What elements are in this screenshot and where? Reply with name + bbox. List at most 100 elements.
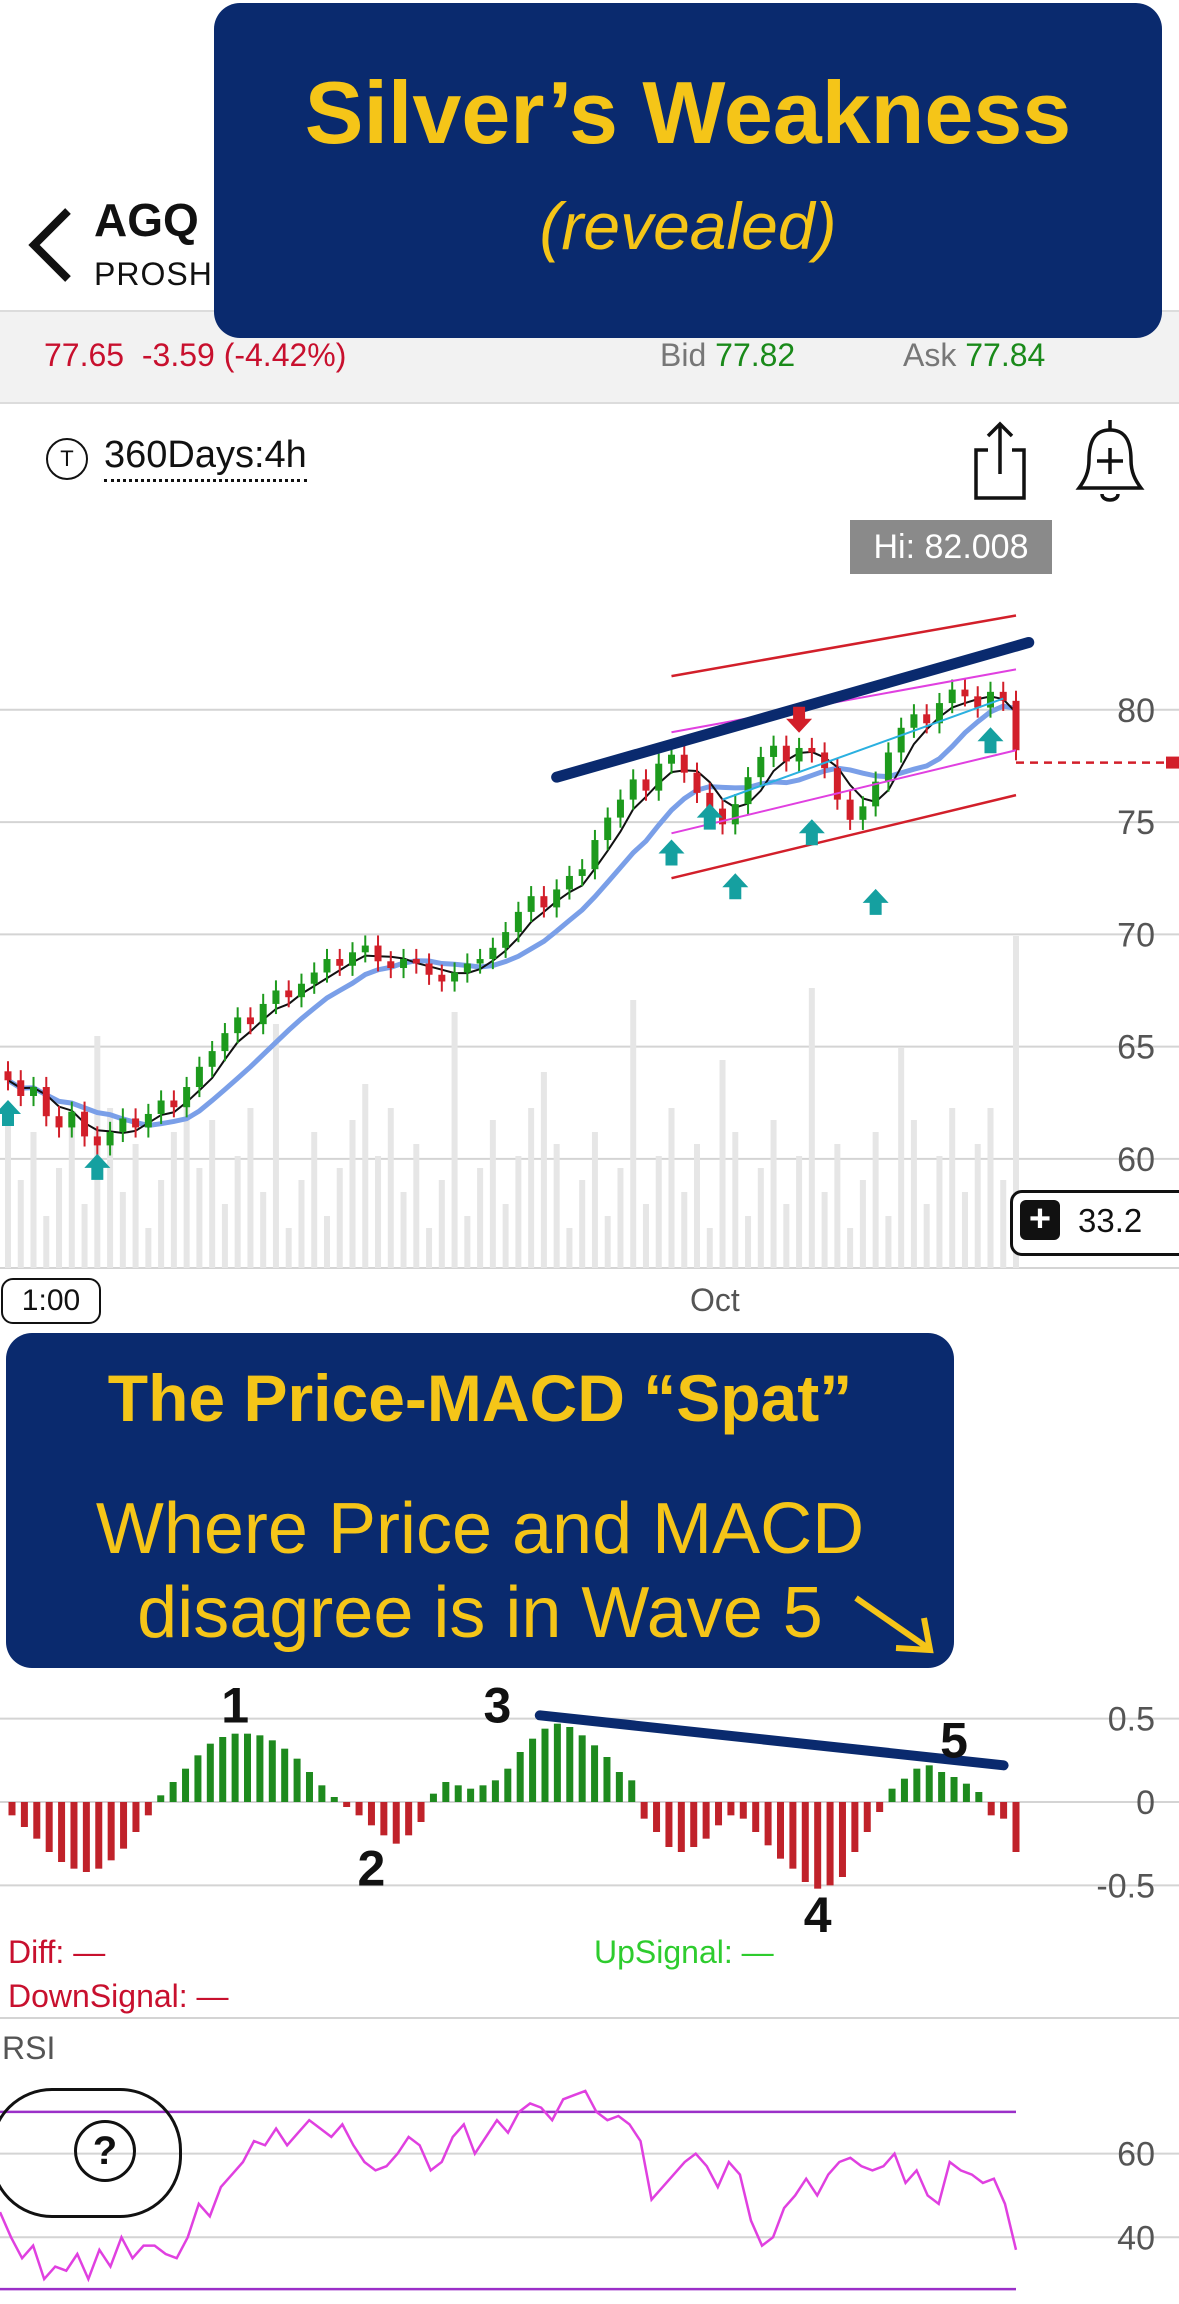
- candle-body: [795, 747, 803, 762]
- candle-body: [297, 983, 305, 998]
- volume-bar: [413, 1144, 420, 1268]
- chevron-left-icon[interactable]: [22, 205, 82, 285]
- volume-bar: [132, 1144, 139, 1268]
- volume-bar: [196, 1168, 203, 1268]
- volume-bar: [438, 1180, 445, 1268]
- current-price-marker: [1166, 756, 1179, 769]
- volume-bar: [655, 1156, 662, 1268]
- macd-bar: [776, 1802, 784, 1859]
- macd-bar: [764, 1802, 772, 1846]
- volume-bar: [987, 1108, 994, 1268]
- volume-bar: [591, 1132, 598, 1268]
- candle-body: [246, 1017, 254, 1025]
- macd-bar: [355, 1802, 363, 1816]
- spat-text-line1: Where Price and MACD: [95, 1489, 865, 1569]
- candle-body: [514, 911, 522, 933]
- channel-upper-line: [671, 614, 1017, 678]
- volume-bar: [298, 1180, 305, 1268]
- rsi-tick-label: 60: [1117, 2136, 1155, 2174]
- price-tick-label: 60: [1117, 1141, 1155, 1179]
- candle-body: [833, 768, 841, 800]
- candle-body: [451, 972, 459, 982]
- macd-bar: [838, 1802, 846, 1877]
- candle-body: [4, 1071, 12, 1081]
- macd-bar: [913, 1768, 921, 1802]
- volume-bar: [910, 1120, 917, 1268]
- time-pill[interactable]: 1:00: [1, 1278, 101, 1324]
- macd-bar: [987, 1802, 995, 1816]
- macd-bar: [8, 1802, 16, 1816]
- macd-bar: [20, 1802, 28, 1827]
- candle-body: [221, 1033, 229, 1052]
- wave-label: 3: [483, 1678, 511, 1734]
- macd-bar: [169, 1782, 177, 1802]
- spat-title: The Price-MACD “Spat”: [107, 1361, 853, 1435]
- macd-bar: [950, 1777, 958, 1802]
- candle-body: [170, 1100, 178, 1108]
- macd-bar: [566, 1727, 574, 1802]
- macd-bar: [231, 1733, 239, 1802]
- candle-body: [782, 745, 790, 762]
- volume-bar: [604, 1216, 611, 1268]
- candle-body: [897, 727, 905, 753]
- company-name: PROSH: [94, 256, 213, 292]
- volume-bar: [221, 1204, 228, 1268]
- rsi-label: RSI: [2, 2030, 56, 2066]
- candle-body: [999, 691, 1007, 701]
- ask-quote: Ask 77.84: [903, 337, 1045, 374]
- mid-lower-line: [671, 749, 1017, 835]
- period-type-icon[interactable]: T: [46, 438, 88, 480]
- macd-bar: [293, 1758, 301, 1802]
- bell-plus-icon[interactable]: [1075, 416, 1145, 506]
- macd-bar: [504, 1768, 512, 1802]
- macd-bar: [144, 1802, 152, 1816]
- sell-signal-arrow: [786, 706, 813, 733]
- volume-bar: [5, 1108, 11, 1268]
- volume-bar: [630, 1000, 637, 1268]
- macd-bar: [244, 1733, 252, 1802]
- candle-body: [157, 1100, 165, 1114]
- volume-bar: [974, 1144, 981, 1268]
- macd-bar: [789, 1802, 797, 1869]
- macd-bar: [82, 1802, 90, 1872]
- volume-bar: [311, 1132, 318, 1268]
- candle-body: [323, 959, 331, 973]
- volume-bar: [119, 1192, 126, 1268]
- candle-body: [731, 804, 739, 825]
- candle-body: [30, 1087, 38, 1096]
- volume-bar: [936, 1156, 943, 1268]
- volume-bar: [43, 1216, 50, 1268]
- macd-bar: [863, 1802, 871, 1832]
- volume-bar: [68, 1120, 75, 1268]
- macd-bar: [318, 1785, 326, 1802]
- plus-icon[interactable]: +: [1020, 1200, 1060, 1240]
- macd-bar: [95, 1802, 103, 1869]
- macd-bar: [578, 1735, 586, 1802]
- wave-label: 5: [940, 1713, 968, 1769]
- macd-bar: [677, 1802, 685, 1852]
- candle-body: [310, 972, 318, 984]
- overlay-subtitle: (revealed): [539, 189, 837, 263]
- share-icon[interactable]: [970, 418, 1030, 503]
- candle-body: [42, 1087, 50, 1117]
- legend-downsignal: DownSignal: —: [8, 1978, 229, 2014]
- candle-body: [680, 754, 688, 773]
- volume-bar: [719, 1060, 726, 1268]
- volume-bar: [694, 1144, 701, 1268]
- period-selector[interactable]: 360Days:4h: [104, 434, 307, 482]
- macd-bar: [491, 1780, 499, 1802]
- candle-body: [527, 896, 535, 912]
- macd-bar: [752, 1802, 760, 1832]
- macd-bar: [467, 1788, 475, 1802]
- buy-signal-arrow: [722, 873, 749, 900]
- volume-bar: [158, 1180, 165, 1268]
- title-overlay: [214, 3, 1162, 338]
- volume-bar: [847, 1228, 854, 1268]
- candle-body: [17, 1080, 25, 1096]
- macd-bar: [876, 1802, 884, 1812]
- help-icon[interactable]: ?: [74, 2120, 136, 2182]
- candle-body: [578, 869, 586, 876]
- candle-body: [693, 772, 701, 793]
- candle-body: [400, 959, 408, 969]
- candle-body: [667, 754, 675, 764]
